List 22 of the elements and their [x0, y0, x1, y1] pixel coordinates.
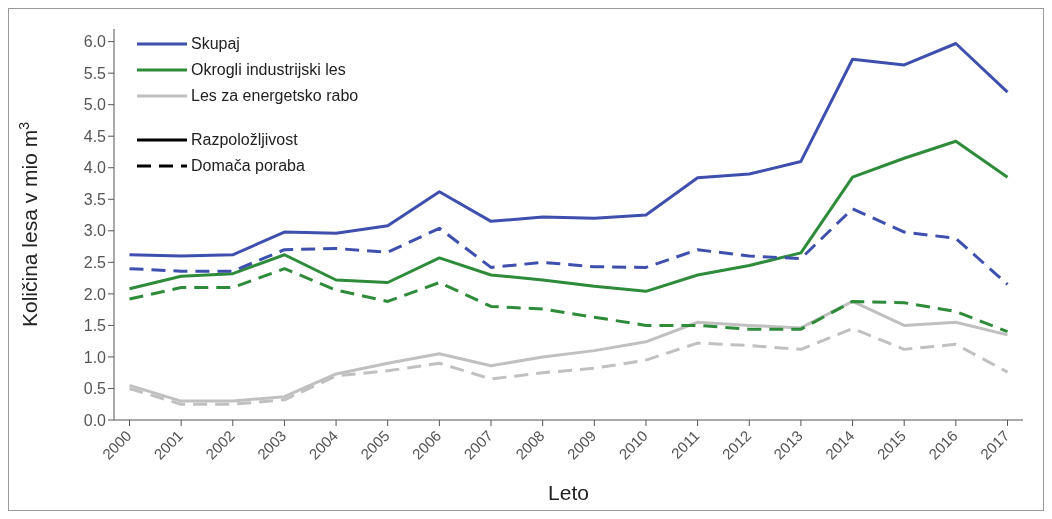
- y-tick-label: 4.5: [83, 127, 107, 145]
- line-series: [127, 299, 1010, 403]
- y-tick-label: 2.5: [83, 254, 107, 272]
- y-tick-label: 0.0: [83, 411, 107, 429]
- annotation: Razpoložljivost: [191, 130, 298, 150]
- y-tick-label: 3.5: [83, 190, 107, 208]
- y-tick-label: 5.0: [83, 96, 107, 114]
- y-tick-label: 5.5: [83, 64, 107, 82]
- y-tick-label: 0.5: [83, 380, 107, 398]
- y-tick-label: 1.5: [83, 317, 107, 335]
- y-tick-label: 3.0: [83, 222, 107, 240]
- y-tick-label: 2.0: [83, 285, 107, 303]
- line-series: [127, 267, 1010, 334]
- x-axis-title: Leto: [548, 481, 589, 504]
- annotation: Domača poraba: [191, 156, 305, 176]
- y-tick-label: 6.0: [83, 33, 107, 51]
- y-tick-label: 4.0: [83, 159, 107, 177]
- legend-label: Okrogli industrijski les: [191, 60, 346, 80]
- legend-label: Skupaj: [191, 34, 240, 54]
- legend-label: Les za energetsko rabo: [191, 86, 359, 106]
- y-tick-label: 1.0: [83, 348, 107, 366]
- line-series: [127, 207, 1010, 286]
